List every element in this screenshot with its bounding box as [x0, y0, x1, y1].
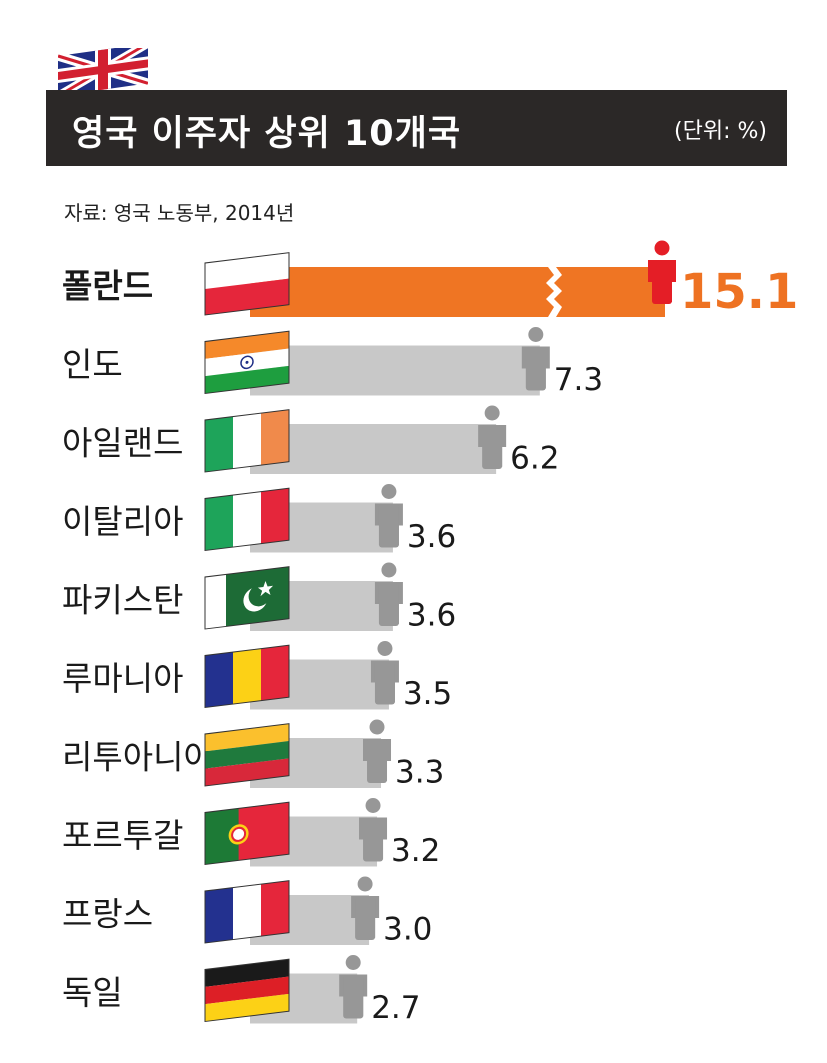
chart-row: 파키스탄 3.6	[62, 562, 456, 634]
category-label: 아일랜드	[62, 424, 183, 463]
germany-flag-icon	[204, 958, 290, 1023]
category-label: 인도	[62, 345, 123, 384]
ireland-flag-icon	[204, 409, 290, 473]
person-icon	[648, 240, 676, 304]
value-label: 15.1	[680, 264, 798, 320]
romania-flag-icon	[204, 644, 290, 709]
value-label: 3.0	[383, 912, 432, 948]
india-flag-icon	[204, 330, 290, 395]
value-label: 3.6	[407, 598, 456, 634]
chart-row: 프랑스 3.0	[62, 876, 432, 948]
chart-row: 리투아니아 3.3	[62, 719, 444, 791]
chart-row: 루마니아 3.5	[62, 641, 452, 712]
category-label: 이탈리아	[62, 502, 183, 541]
chart-row: 아일랜드 6.2	[62, 405, 559, 477]
bar	[250, 424, 497, 474]
chart-title: 영국 이주자 상위 10개국	[72, 114, 462, 154]
header-bar	[46, 90, 787, 166]
person-icon	[339, 955, 368, 1019]
chart-row: 이탈리아 3.6	[62, 484, 456, 555]
person-icon	[374, 562, 403, 626]
axis-break-mark	[546, 267, 562, 317]
category-label: 포르투갈	[62, 816, 183, 855]
poland-flag-icon	[204, 252, 290, 316]
value-label: 3.3	[395, 755, 444, 791]
value-label: 7.3	[554, 362, 603, 398]
person-icon	[374, 484, 403, 548]
value-label: 3.6	[407, 519, 456, 555]
person-icon	[521, 327, 550, 391]
person-icon	[370, 641, 399, 705]
value-label: 6.2	[510, 441, 559, 477]
person-icon	[363, 719, 392, 783]
person-icon	[351, 876, 380, 940]
category-label: 리투아니아	[62, 738, 214, 777]
chart-row: 폴란드 15.1	[62, 240, 798, 320]
category-label: 프랑스	[62, 895, 153, 934]
person-icon	[359, 798, 388, 862]
portugal-flag-icon	[204, 801, 290, 866]
source-note: 자료: 영국 노동부, 2014년	[64, 201, 295, 225]
bar	[250, 267, 665, 317]
category-label: 파키스탄	[62, 581, 183, 620]
category-label: 독일	[62, 973, 123, 1012]
italy-flag-icon	[204, 487, 290, 552]
unit-label: (단위: %)	[674, 119, 767, 144]
value-label: 3.5	[403, 676, 452, 712]
france-flag-icon	[204, 880, 290, 944]
value-label: 3.2	[391, 833, 440, 869]
category-label: 폴란드	[62, 267, 153, 306]
chart-row: 포르투갈 3.2	[62, 798, 440, 869]
value-label: 2.7	[371, 990, 420, 1026]
chart-row: 인도 7.3	[62, 327, 603, 398]
lithuania-flag-icon	[204, 723, 290, 787]
uk-flag-icon	[58, 48, 148, 92]
bar	[250, 345, 540, 396]
person-icon	[478, 405, 507, 469]
chart-row: 독일 2.7	[62, 955, 421, 1026]
category-label: 루마니아	[62, 659, 183, 698]
pakistan-flag-icon	[204, 566, 290, 630]
